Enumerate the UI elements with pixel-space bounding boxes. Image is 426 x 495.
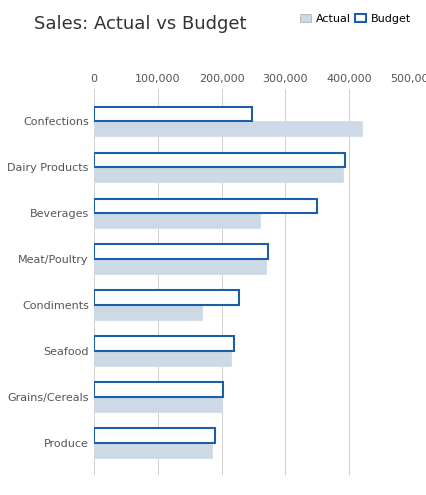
Bar (94, 245, 268, 259)
Bar (94, 305, 202, 320)
Text: Sales: Actual vs Budget: Sales: Actual vs Budget (34, 15, 247, 33)
Bar (94, 121, 362, 136)
Bar (94, 106, 252, 121)
Legend: Actual, Budget: Actual, Budget (300, 13, 411, 24)
Bar (94, 152, 345, 167)
Bar (94, 351, 231, 366)
Bar (94, 213, 260, 228)
Bar (94, 397, 222, 412)
Bar (94, 428, 215, 443)
Bar (94, 167, 343, 182)
Bar (94, 382, 223, 397)
Bar (94, 443, 212, 458)
Bar (94, 259, 266, 274)
Bar (94, 198, 317, 213)
Bar (94, 337, 234, 351)
Bar (94, 291, 239, 305)
